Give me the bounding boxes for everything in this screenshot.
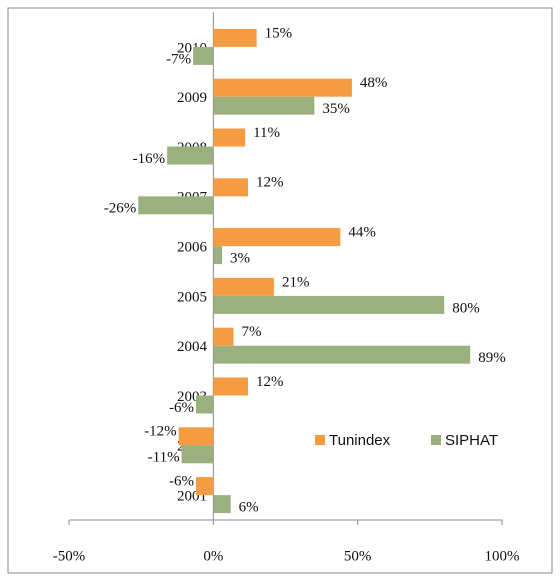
bar (213, 28, 257, 47)
bar (196, 395, 214, 414)
bar (213, 78, 352, 97)
x-tick-label: 0% (203, 548, 223, 564)
bar (213, 178, 248, 197)
data-label: -6% (169, 400, 194, 416)
bar (196, 477, 214, 496)
bar (213, 228, 341, 247)
data-label: 11% (253, 125, 280, 141)
data-label: -16% (133, 151, 166, 167)
data-label: 80% (452, 300, 480, 316)
x-tick-label: 100% (485, 548, 520, 564)
data-label: 21% (282, 274, 310, 290)
category-label: 2004 (177, 339, 208, 355)
bar (167, 146, 214, 165)
data-label: 3% (230, 251, 250, 267)
bar (213, 246, 222, 265)
data-label: 7% (242, 324, 262, 340)
data-label: -11% (148, 450, 180, 466)
bar (181, 445, 214, 464)
bar (213, 377, 248, 396)
bar (213, 295, 445, 314)
x-tick-label: -50% (53, 548, 86, 564)
category-label: 2005 (177, 289, 207, 305)
data-label: -6% (169, 474, 194, 490)
x-tick-label: 50% (344, 548, 372, 564)
bar (193, 46, 214, 65)
data-label: 35% (322, 101, 350, 117)
bar (138, 196, 214, 215)
data-label: 48% (360, 75, 388, 91)
data-label: -7% (166, 51, 191, 67)
data-label: 89% (478, 350, 506, 366)
bar (213, 96, 315, 115)
bar (213, 345, 471, 364)
legend-label: SIPHAT (445, 432, 498, 449)
bar (213, 495, 231, 514)
data-label: 12% (256, 175, 284, 191)
data-label: -26% (104, 201, 137, 217)
bar (213, 277, 274, 296)
chart-border (7, 7, 553, 574)
data-label: -12% (144, 424, 177, 440)
legend-swatch (315, 435, 325, 445)
data-label: 44% (348, 225, 376, 241)
bar (178, 427, 214, 446)
bar (213, 128, 246, 147)
data-label: 15% (265, 25, 293, 41)
category-label: 2009 (177, 90, 207, 106)
bar (213, 327, 234, 346)
legend-label: Tunindex (329, 432, 391, 449)
legend-swatch (431, 435, 441, 445)
data-label: 6% (239, 500, 259, 516)
category-label: 2006 (177, 240, 208, 256)
data-label: 12% (256, 374, 284, 390)
